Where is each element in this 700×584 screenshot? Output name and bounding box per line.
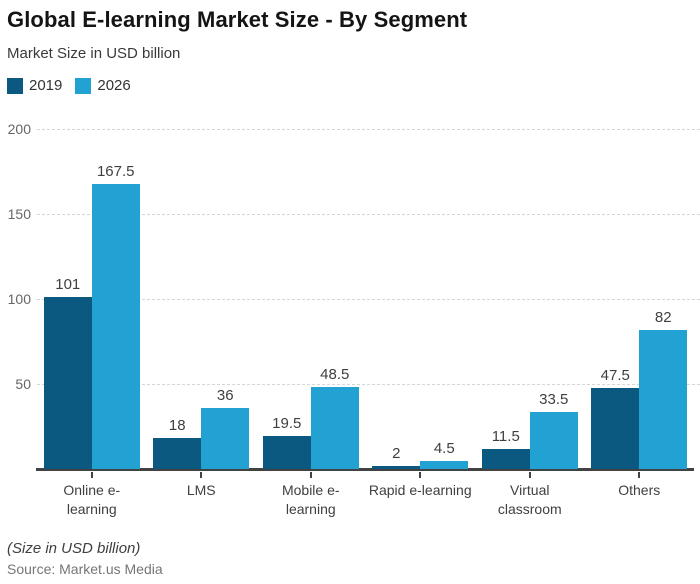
legend-swatch-2019-icon [7, 77, 23, 94]
value-label-2026-4: 4.5 [433, 440, 455, 458]
value-label-2026-1: 167.5 [96, 163, 135, 181]
x-tick-2 [200, 472, 203, 478]
legend-swatch-2026-icon [75, 77, 92, 94]
value-label-2019-4: 2 [392, 444, 401, 462]
gridline-100 [37, 299, 700, 300]
x-category-label-line: LMS [186, 482, 216, 498]
source-credit: Source: Market.us Media [7, 561, 163, 577]
x-category-label-line: Online e- [63, 482, 121, 498]
gridline-150 [37, 214, 700, 215]
value-label-2019-6: 47.5 [600, 367, 630, 385]
x-category-label-2: LMS [136, 481, 266, 500]
bar-2019-5 [481, 449, 530, 469]
bar-2026-3 [310, 386, 359, 469]
x-category-label-line: Virtual [510, 482, 550, 498]
x-category-label-5: Virtual classroom [465, 481, 595, 519]
bar-2019-3 [262, 435, 311, 469]
bar-2026-5 [529, 412, 578, 469]
gridline-50 [37, 384, 700, 385]
bar-2019-4 [372, 465, 421, 469]
x-tick-4 [419, 472, 422, 478]
x-category-label-6: Others [574, 481, 700, 500]
x-axis-labels: Online e-learning LMS Mobile e-learning Rap… [37, 481, 694, 523]
y-tick-label-200: 200 [7, 121, 31, 137]
bar-2026-2 [201, 407, 250, 469]
value-label-2026-2: 36 [216, 386, 234, 404]
gridline-200 [37, 129, 700, 130]
legend-label-2019: 2019 [29, 77, 63, 94]
x-category-label-line: Mobile e- [281, 482, 340, 498]
bar-2019-1 [43, 297, 92, 469]
x-category-label-3: Mobile e-learning [246, 481, 376, 519]
size-note: (Size in USD billion) [7, 540, 141, 557]
x-category-label-line: Rapid e-learning [368, 482, 472, 498]
x-category-label-line: learning [66, 501, 117, 517]
value-label-2026-5: 33.5 [539, 391, 569, 409]
y-tick-label-50: 50 [15, 376, 31, 392]
x-axis-line [36, 468, 694, 471]
value-label-2019-3: 19.5 [272, 414, 302, 432]
y-tick-label-150: 150 [7, 206, 31, 222]
x-tick-6 [638, 472, 641, 478]
value-label-2019-2: 18 [168, 417, 186, 435]
value-label-2026-6: 82 [654, 308, 672, 326]
chart-title: Global E-learning Market Size - By Segme… [7, 7, 468, 32]
bar-2019-6 [591, 388, 640, 469]
x-tick-3 [309, 472, 312, 478]
x-tick-5 [528, 472, 531, 478]
bar-2026-1 [91, 184, 140, 469]
bar-2026-4 [420, 461, 469, 469]
plot-area: 101 167.5 18 36 19.5 48.5 2 4.5 11.5 33.5 47.5 82 [36, 129, 700, 478]
x-tick-1 [90, 472, 93, 478]
x-category-label-4: Rapid e-learning [355, 481, 485, 500]
x-category-label-line: classroom [497, 501, 562, 517]
value-label-2026-3: 48.5 [320, 365, 350, 383]
x-category-label-line: learning [285, 501, 336, 517]
x-category-label-1: Online e-learning [27, 481, 157, 519]
legend-item-2019: 2019 [7, 77, 62, 94]
value-label-2019-5: 11.5 [491, 428, 520, 446]
legend: 2019 2026 [7, 77, 131, 94]
x-category-label-line: Others [618, 482, 661, 498]
y-tick-label-100: 100 [7, 291, 31, 307]
y-axis-labels: 50 100 150 200 [0, 121, 31, 469]
value-label-2019-1: 101 [55, 276, 81, 294]
bar-2026-6 [639, 329, 688, 469]
legend-item-2026: 2026 [75, 77, 131, 94]
bar-2019-2 [153, 438, 202, 469]
chart-subtitle: Market Size in USD billion [7, 45, 181, 62]
legend-label-2026: 2026 [97, 77, 131, 94]
